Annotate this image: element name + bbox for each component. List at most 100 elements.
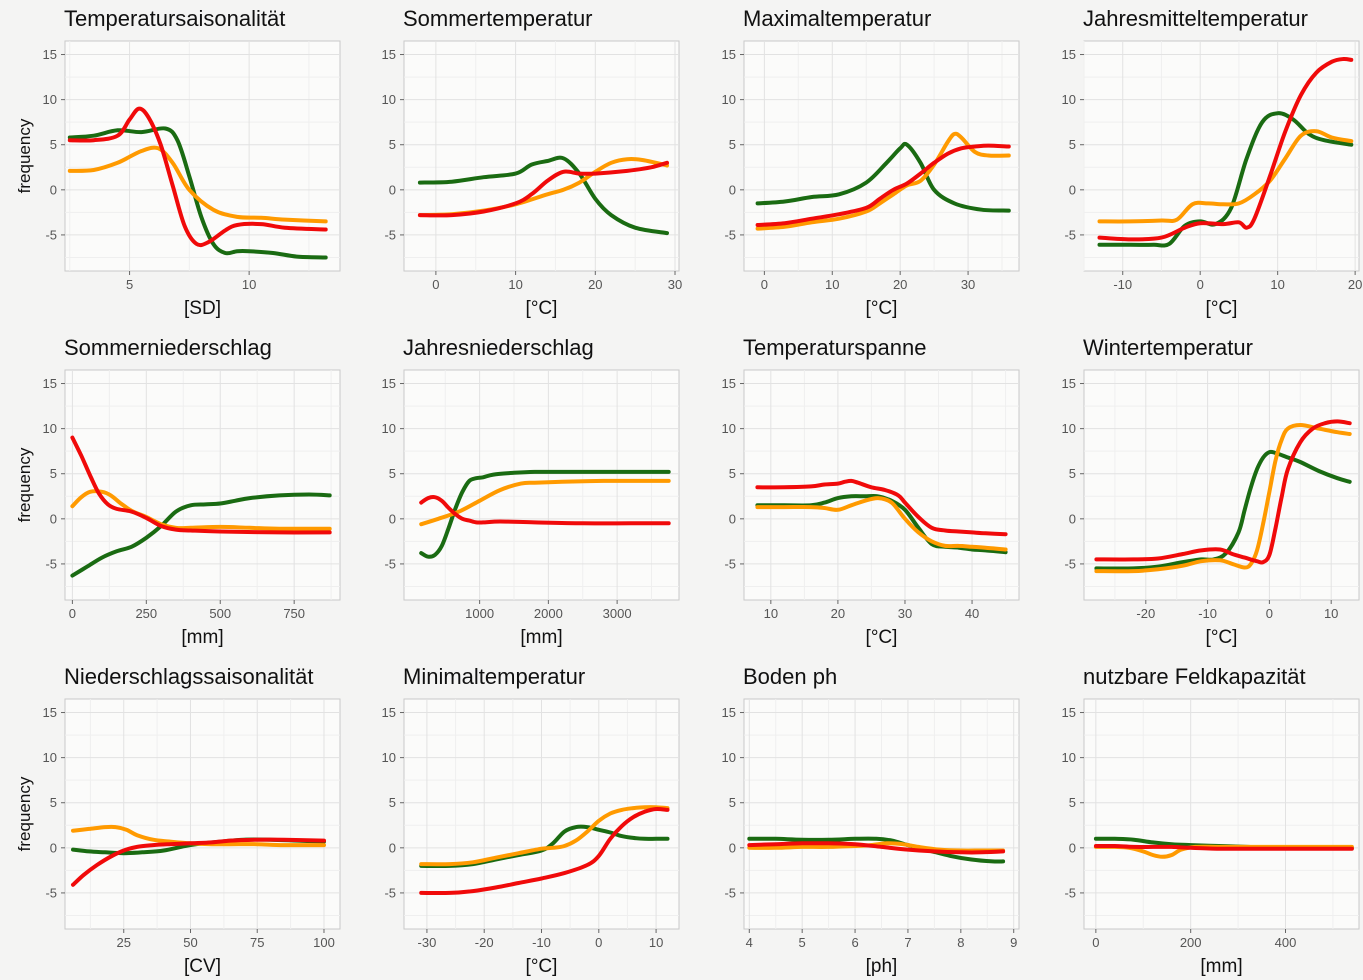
- panel-title: Maximaltemperatur: [743, 6, 931, 31]
- y-axis-label: frequency: [15, 118, 34, 193]
- series-line-orange: [71, 824, 326, 848]
- y-tick-label: 15: [722, 705, 736, 720]
- panel-title: Jahresniederschlag: [403, 335, 594, 360]
- x-tick-label: 400: [1275, 935, 1297, 950]
- y-tick-label: 15: [382, 47, 396, 62]
- y-tick-label: 15: [382, 705, 396, 720]
- series-line-green: [419, 469, 671, 559]
- x-tick-label: 10: [1324, 606, 1338, 621]
- plot-area: [743, 40, 1020, 272]
- series-line-green: [755, 141, 1011, 213]
- plot-area: [743, 369, 1020, 601]
- y-tick-label: -5: [1064, 885, 1076, 900]
- plot-area: [64, 40, 341, 272]
- x-tick-label: -20: [475, 935, 494, 950]
- y-tick-label: 10: [722, 92, 736, 107]
- x-tick-label: 2000: [534, 606, 563, 621]
- y-tick-label: 0: [729, 182, 736, 197]
- x-tick-label: 10: [649, 935, 663, 950]
- x-tick-label: -30: [418, 935, 437, 950]
- x-tick-label: 20: [1348, 277, 1362, 292]
- y-tick-label: -5: [1064, 556, 1076, 571]
- y-tick-label: 10: [43, 421, 57, 436]
- series-line-orange: [1094, 423, 1352, 574]
- x-tick-label: 0: [595, 935, 602, 950]
- x-tick-label: 0: [1266, 606, 1273, 621]
- x-tick-label: 3000: [603, 606, 632, 621]
- plot-area: [1083, 40, 1360, 272]
- x-tick-label: 40: [965, 606, 979, 621]
- x-tick-label: 20: [831, 606, 845, 621]
- panel-2: Sommertemperatur 0 10 20 30 -5 0 5 10 15 [°C]: [382, 6, 683, 319]
- x-tick-label: 8: [957, 935, 964, 950]
- x-tick-label: 0: [761, 277, 768, 292]
- x-tick-label: 750: [283, 606, 305, 621]
- x-tick-label: 5: [799, 935, 806, 950]
- panel-title: Wintertemperatur: [1083, 335, 1253, 360]
- x-tick-label: 7: [904, 935, 911, 950]
- y-tick-label: 0: [1069, 840, 1076, 855]
- x-tick-label: 25: [117, 935, 131, 950]
- y-tick-label: 15: [1062, 705, 1076, 720]
- plot-area: [64, 698, 341, 930]
- x-tick-label: -10: [532, 935, 551, 950]
- y-tick-label: 10: [43, 92, 57, 107]
- x-axis-label: [°C]: [526, 956, 558, 977]
- series-line-red: [417, 160, 669, 218]
- panel-5: Sommerniederschlag 0 250 500 750 -5 0 5 10 15 [mm]…: [15, 335, 341, 648]
- x-tick-label: 30: [898, 606, 912, 621]
- series-line-green: [747, 836, 1006, 864]
- x-tick-label: 30: [961, 277, 975, 292]
- y-tick-label: 0: [1069, 182, 1076, 197]
- y-tick-label: 5: [729, 795, 736, 810]
- panel-title: Temperatursaisonalität: [64, 6, 285, 31]
- y-tick-label: 5: [389, 795, 396, 810]
- x-tick-label: 4: [746, 935, 753, 950]
- x-tick-label: 200: [1180, 935, 1202, 950]
- x-tick-label: 10: [242, 277, 256, 292]
- y-tick-label: -5: [384, 227, 396, 242]
- y-tick-label: -5: [724, 227, 736, 242]
- series-line-orange: [755, 496, 1008, 552]
- x-tick-label: 500: [209, 606, 231, 621]
- x-tick-label: 10: [508, 277, 522, 292]
- y-tick-label: -5: [384, 556, 396, 571]
- panel-9: Niederschlagssaisonalität 25 50 75 100 -5 0 5 10…: [15, 664, 341, 977]
- y-tick-label: -5: [724, 885, 736, 900]
- y-tick-label: 5: [1069, 466, 1076, 481]
- panel-3: Maximaltemperatur 0 10 20 30 -5 0 5 10 15 [°C]: [722, 6, 1020, 319]
- y-tick-label: 10: [722, 750, 736, 765]
- y-tick-label: 10: [1062, 421, 1076, 436]
- y-tick-label: 0: [389, 840, 396, 855]
- y-tick-label: 15: [382, 376, 396, 391]
- series-line-green: [1097, 111, 1354, 248]
- y-tick-label: -5: [1064, 227, 1076, 242]
- series-line-orange: [67, 145, 328, 224]
- y-tick-label: 0: [1069, 511, 1076, 526]
- y-tick-label: 10: [382, 92, 396, 107]
- y-tick-label: -5: [45, 885, 57, 900]
- y-tick-label: -5: [45, 556, 57, 571]
- series-line-red: [419, 495, 671, 526]
- y-tick-label: 5: [729, 466, 736, 481]
- series-line-green: [70, 492, 332, 578]
- panel-1: Temperatursaisonalität 5 10 -5 0 5 10 15 [SD] fre…: [15, 6, 341, 319]
- x-axis-label: [ph]: [866, 956, 898, 977]
- y-tick-label: 0: [729, 840, 736, 855]
- x-tick-label: 10: [825, 277, 839, 292]
- panel-8: Wintertemperatur -20 -10 0 10 -5 0 5 10 15 [°C]: [1062, 335, 1360, 648]
- x-tick-label: 9: [1010, 935, 1017, 950]
- y-tick-label: 0: [50, 182, 57, 197]
- x-tick-label: -10: [1113, 277, 1132, 292]
- panel-12: nutzbare Feldkapazität 0 200 400 -5 0 5 10 15 [mm…: [1062, 664, 1360, 977]
- y-tick-label: 0: [50, 511, 57, 526]
- x-tick-label: 5: [126, 277, 133, 292]
- x-tick-label: 50: [183, 935, 197, 950]
- x-tick-label: 100: [313, 935, 335, 950]
- x-tick-label: 30: [668, 277, 682, 292]
- y-tick-label: 5: [50, 466, 57, 481]
- y-tick-label: 10: [43, 750, 57, 765]
- x-axis-label: [°C]: [1206, 298, 1238, 319]
- panel-title: nutzbare Feldkapazität: [1083, 664, 1306, 689]
